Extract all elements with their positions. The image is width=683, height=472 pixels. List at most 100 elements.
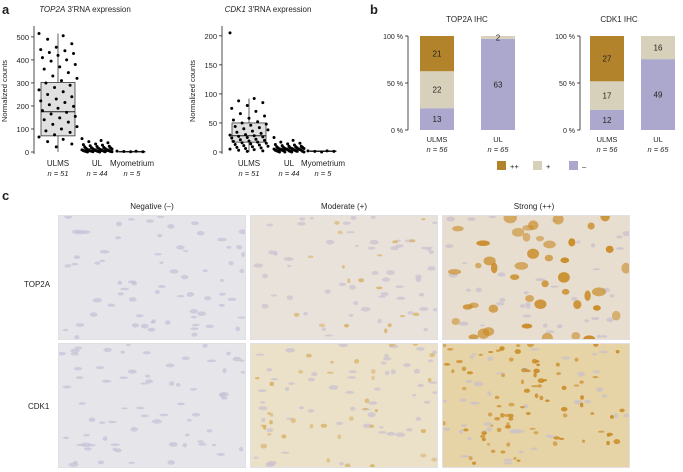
stained-nucleus bbox=[494, 395, 500, 400]
nucleus bbox=[419, 307, 429, 311]
bar-segment bbox=[641, 59, 675, 131]
data-point bbox=[254, 109, 258, 113]
bar-label-ul: UL bbox=[653, 135, 663, 144]
y-tick-label: 400 bbox=[16, 56, 29, 65]
y-tick-label: 0 bbox=[213, 148, 217, 157]
nucleus bbox=[189, 309, 198, 314]
data-point bbox=[266, 128, 270, 132]
data-point bbox=[58, 116, 62, 120]
nucleus bbox=[390, 369, 396, 375]
nucleus bbox=[186, 418, 192, 422]
data-point bbox=[245, 149, 249, 153]
data-point bbox=[68, 130, 72, 134]
nucleus bbox=[473, 381, 484, 387]
data-point bbox=[51, 74, 55, 78]
nucleus bbox=[381, 277, 391, 282]
segment-label: 49 bbox=[654, 91, 663, 100]
nucleus bbox=[460, 424, 467, 428]
stained-nucleus bbox=[584, 290, 591, 301]
nucleus bbox=[483, 422, 493, 426]
stained-nucleus bbox=[412, 344, 418, 346]
stained-nucleus bbox=[508, 402, 515, 407]
data-point bbox=[273, 142, 277, 146]
bar-label-ul: UL bbox=[493, 135, 503, 144]
nucleus bbox=[307, 377, 315, 382]
tissue-texture bbox=[62, 216, 245, 339]
nucleus bbox=[465, 379, 473, 384]
stained-nucleus bbox=[482, 327, 495, 336]
nucleus bbox=[380, 361, 387, 365]
bar-segment bbox=[590, 36, 624, 82]
data-point bbox=[73, 114, 77, 118]
nucleus bbox=[467, 436, 472, 441]
data-point bbox=[46, 92, 50, 96]
nucleus bbox=[622, 231, 629, 237]
data-point bbox=[290, 150, 294, 154]
micrograph-top2a-moderate bbox=[250, 215, 438, 340]
data-point bbox=[242, 127, 246, 131]
nucleus bbox=[609, 294, 615, 298]
column-header-strong: Strong (++) bbox=[513, 202, 555, 211]
y-tick-label: 300 bbox=[16, 79, 29, 88]
nucleus bbox=[518, 450, 524, 454]
stained-nucleus bbox=[260, 443, 267, 449]
chart-title-ihc: CDK1 IHC bbox=[600, 15, 638, 24]
data-point bbox=[231, 140, 235, 144]
nucleus bbox=[222, 368, 227, 374]
segment-label: 27 bbox=[603, 55, 612, 64]
panel-label-c: c bbox=[2, 188, 10, 203]
stained-nucleus bbox=[447, 269, 462, 275]
stained-nucleus bbox=[341, 264, 345, 269]
segment-label: 63 bbox=[494, 80, 503, 89]
nucleus bbox=[102, 436, 108, 441]
nucleus bbox=[535, 278, 546, 282]
nucleus bbox=[78, 402, 86, 405]
nucleus bbox=[74, 335, 80, 339]
stained-nucleus bbox=[568, 238, 576, 247]
nucleus bbox=[135, 314, 144, 318]
nucleus bbox=[128, 297, 137, 302]
nucleus bbox=[415, 416, 422, 421]
stained-nucleus bbox=[587, 222, 595, 230]
stained-nucleus bbox=[605, 245, 614, 253]
stained-nucleus bbox=[420, 428, 427, 434]
nucleus bbox=[443, 427, 451, 431]
nucleus bbox=[321, 327, 327, 331]
nucleus bbox=[128, 218, 135, 221]
tissue-texture bbox=[443, 344, 629, 465]
nucleus bbox=[556, 324, 563, 329]
nucleus bbox=[432, 391, 437, 394]
data-point bbox=[44, 129, 48, 133]
micrograph-top2a-negative bbox=[58, 215, 246, 340]
nucleus bbox=[309, 216, 314, 220]
nucleus bbox=[561, 356, 571, 360]
stained-nucleus bbox=[443, 421, 446, 426]
bar-label-ulms: ULMS bbox=[427, 135, 448, 144]
chart-title-cdk1: CDK1 3′RNA expression bbox=[225, 5, 312, 14]
stained-nucleus bbox=[600, 216, 610, 222]
tissue-texture bbox=[253, 216, 437, 337]
data-point bbox=[291, 138, 295, 142]
data-point bbox=[63, 49, 67, 53]
nucleus bbox=[523, 290, 529, 295]
nucleus bbox=[191, 332, 198, 337]
data-point bbox=[263, 114, 267, 118]
stained-nucleus bbox=[560, 257, 570, 264]
data-point bbox=[264, 122, 268, 126]
data-point bbox=[247, 139, 251, 143]
data-point bbox=[59, 79, 63, 83]
stained-nucleus bbox=[611, 310, 621, 321]
nucleus bbox=[606, 317, 614, 323]
tissue-texture bbox=[253, 344, 437, 467]
nucleus bbox=[459, 398, 467, 402]
nucleus bbox=[232, 356, 242, 362]
nucleus bbox=[311, 372, 318, 377]
stained-nucleus bbox=[462, 386, 467, 391]
bar-segment bbox=[420, 71, 454, 109]
stained-nucleus bbox=[468, 334, 479, 339]
y-tick-label: 0 bbox=[25, 148, 29, 157]
stained-nucleus bbox=[520, 406, 525, 409]
nucleus bbox=[407, 311, 414, 315]
stained-nucleus bbox=[420, 453, 427, 458]
legend-label: + bbox=[546, 162, 551, 171]
